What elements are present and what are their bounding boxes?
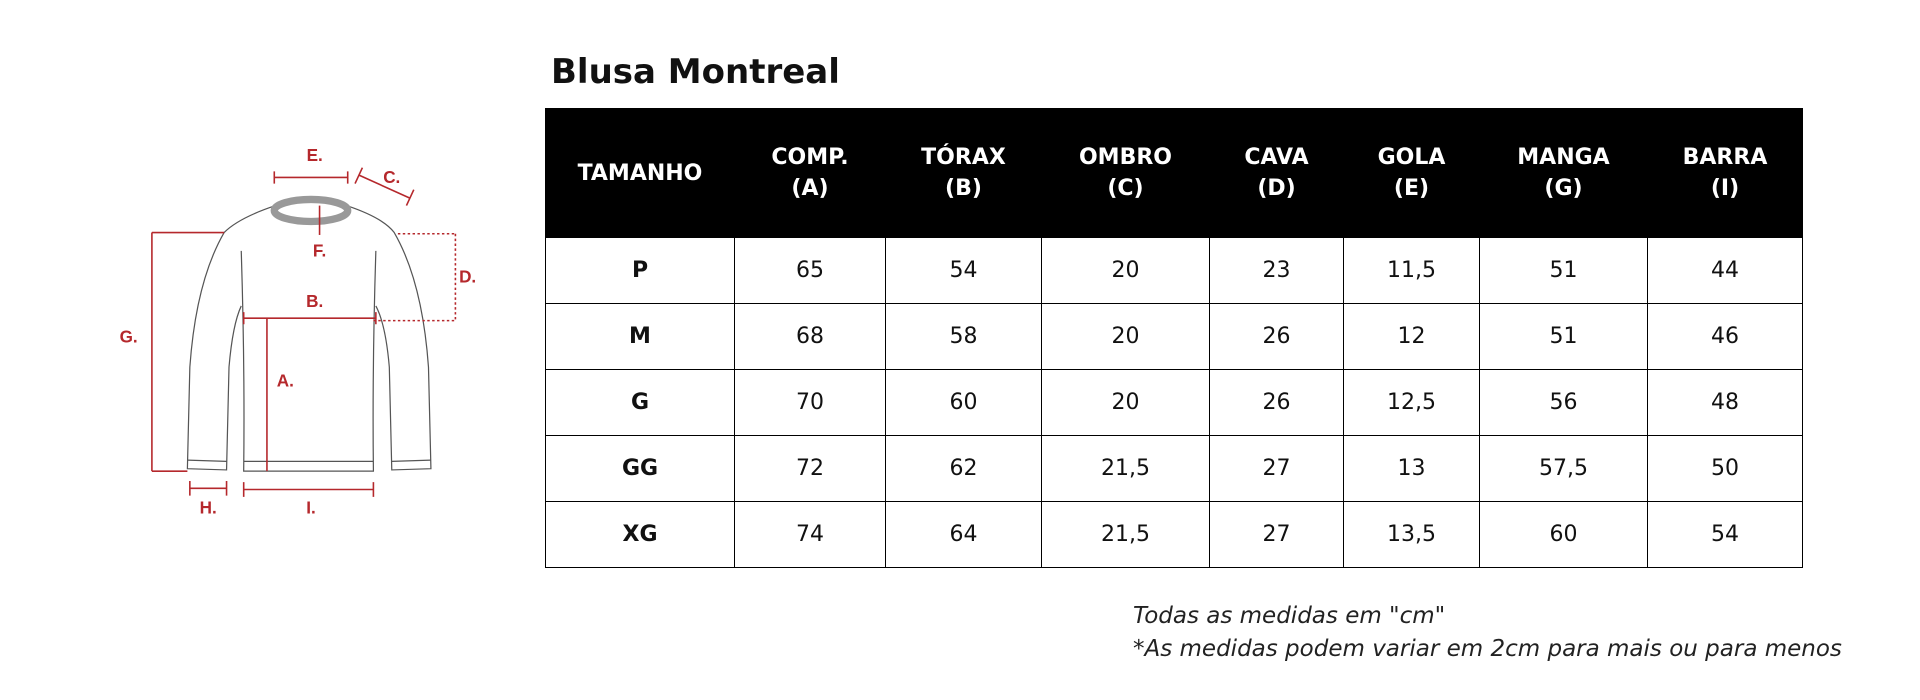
header-cell: BARRA (I) [1647,108,1803,238]
cell: 60 [1479,501,1648,568]
cell: GG [545,435,735,502]
measure-label: E. [307,145,323,165]
header-text: COMP. [771,145,849,170]
header-text: (D) [1257,176,1296,201]
header-text: GOLA [1377,145,1446,170]
cell: 26 [1209,303,1344,370]
hem-bands [187,459,431,462]
cell: 20 [1041,369,1210,436]
header-text: TÓRAX [921,145,1006,170]
note: Todas as medidas em "cm" [1133,603,1446,629]
collar [270,195,352,226]
row: P 65 54 20 23 11,5 51 44 [545,237,1803,304]
measure-label: C. [383,167,400,187]
cell: 27 [1209,501,1344,568]
cell: 54 [1647,501,1803,568]
cell: 21,5 [1041,501,1210,568]
header-cell: MANGA (G) [1479,108,1648,238]
cell: 11,5 [1343,237,1480,304]
row: GG 72 62 21,5 27 13 57,5 50 [545,435,1803,502]
measure-label: I. [306,498,316,518]
cell: 62 [885,435,1042,502]
header-text: MANGA [1517,145,1610,170]
measure-label: D. [459,266,476,286]
sweater-diagram: E. C. F. D. B. G. A. H. I. [120,145,477,518]
header-text: TAMANHO [577,160,703,186]
measure-label: F. [313,241,326,261]
cell: 51 [1479,303,1648,370]
header-text: (E) [1393,176,1430,201]
cell: 23 [1209,237,1344,304]
measure-d [373,232,457,322]
cell: 51 [1479,237,1648,304]
header-text: (G) [1544,176,1583,201]
measure-label: B. [306,291,323,311]
header-text: (A) [791,176,829,201]
header-cell: TAMANHO [545,108,735,238]
header-text: (I) [1710,176,1740,201]
right-sleeve [346,205,432,471]
header-text: BARRA [1682,145,1768,170]
cell: 72 [734,435,886,502]
left-sleeve [186,205,276,471]
cell: 21,5 [1041,435,1210,502]
header-text: (B) [945,176,982,201]
cell: M [545,303,735,370]
cell: 60 [885,369,1042,436]
cell: 13,5 [1343,501,1480,568]
cell: 58 [885,303,1042,370]
header-cell: CAVA (D) [1209,108,1344,238]
measure-g [151,231,225,472]
measure-c [354,167,415,206]
cell: 57,5 [1479,435,1648,502]
cell: 70 [734,369,886,436]
row: XG 74 64 21,5 27 13,5 60 54 [545,501,1803,568]
cell: 64 [885,501,1042,568]
cell: G [545,369,735,436]
measure-label: G. [120,326,138,346]
measure-label: H. [200,498,217,518]
cell: P [545,237,735,304]
size-table: TAMANHO COMP. (A) TÓRAX (B) OMBRO (C) CAVA (D) GO… [545,108,1803,568]
cell: 56 [1479,369,1648,436]
cell: 12,5 [1343,369,1480,436]
body [240,250,377,472]
measure-i [242,482,375,497]
note: *As medidas podem variar em 2cm para mai… [1133,636,1842,662]
cell: 26 [1209,369,1344,436]
cell: 74 [734,501,886,568]
header-cell: COMP. (A) [734,108,886,238]
measure-e [273,171,349,184]
title: Blusa Montreal [551,52,840,92]
cell: 13 [1343,435,1480,502]
cell: 20 [1041,303,1210,370]
header-cell: TÓRAX (B) [885,108,1042,238]
measure-h [189,480,228,496]
measure-b [242,312,377,325]
cell: 27 [1209,435,1344,502]
cell: 48 [1647,369,1803,436]
cell: 20 [1041,237,1210,304]
measure-label: A. [277,370,294,390]
header-text: CAVA [1244,145,1309,170]
header-text: OMBRO [1078,145,1172,170]
cell: 44 [1647,237,1803,304]
cell: 12 [1343,303,1480,370]
header-cell: OMBRO (C) [1041,108,1210,238]
row: G 70 60 20 26 12,5 56 48 [545,369,1803,436]
cell: 68 [734,303,886,370]
cell: XG [545,501,735,568]
cell: 46 [1647,303,1803,370]
header-text: (C) [1107,176,1144,201]
cell: 54 [885,237,1042,304]
cell: 50 [1647,435,1803,502]
row: M 68 58 20 26 12 51 46 [545,303,1803,370]
cell: 65 [734,237,886,304]
header-cell: GOLA (E) [1343,108,1480,238]
